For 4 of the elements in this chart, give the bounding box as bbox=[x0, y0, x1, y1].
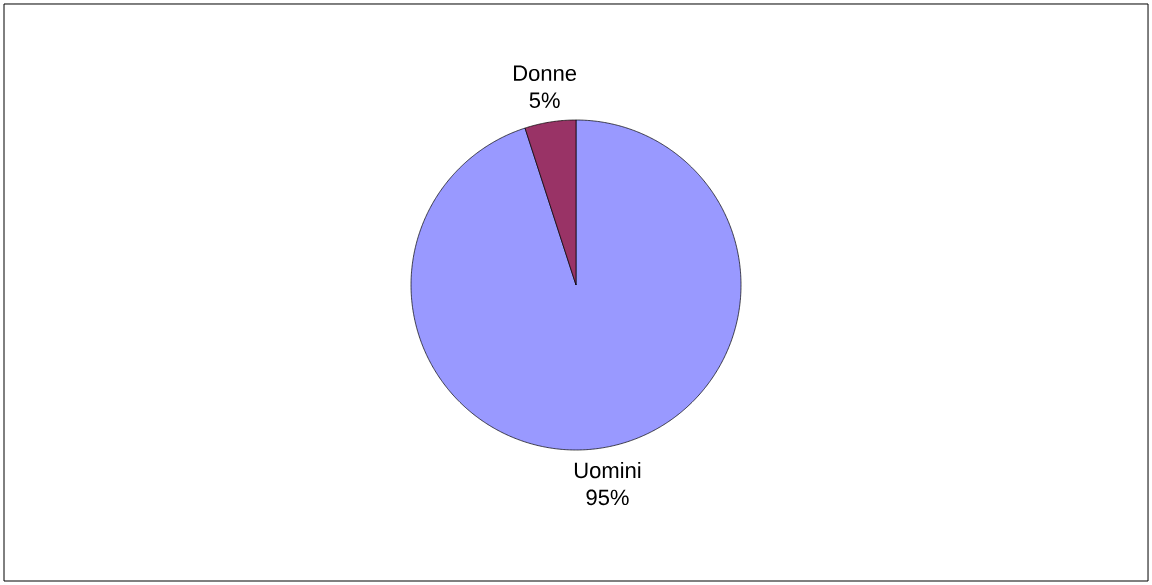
data-label: 95% bbox=[586, 489, 629, 506]
data-label: 5% bbox=[529, 92, 560, 108]
slice-label: Donne bbox=[514, 65, 577, 81]
slice-label: Uomini bbox=[574, 462, 641, 479]
